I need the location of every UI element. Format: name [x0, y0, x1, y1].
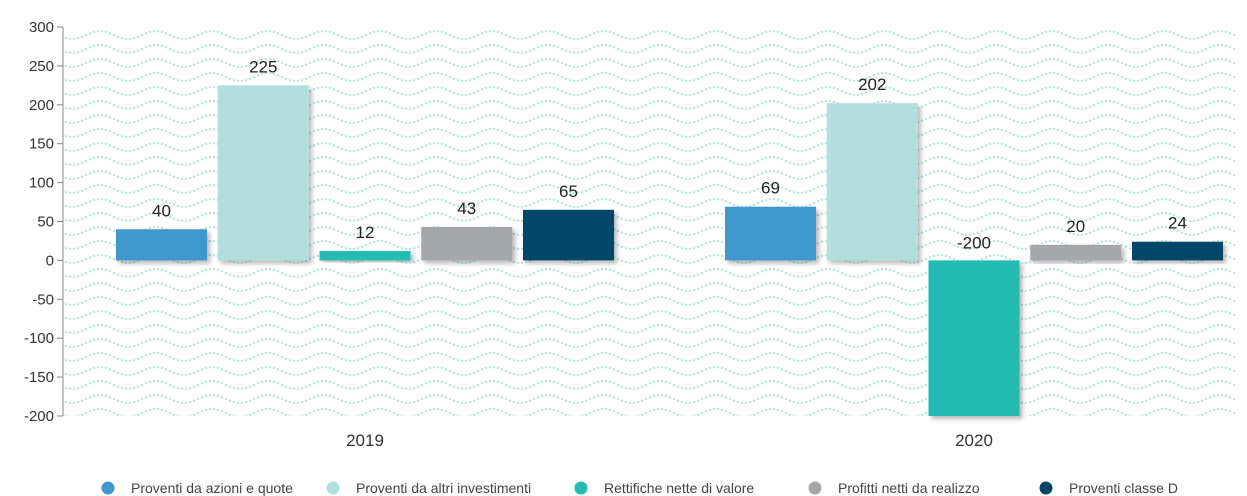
legend-marker — [1039, 481, 1053, 495]
legend-label: Proventi da azioni e quote — [131, 480, 293, 496]
bar — [928, 260, 1020, 416]
bar — [1030, 244, 1122, 261]
legend-label: Proventi da altri investimenti — [356, 480, 531, 496]
y-tick-label: -150 — [24, 369, 54, 386]
y-tick-label: 50 — [37, 214, 54, 231]
bar — [1132, 241, 1223, 261]
y-tick-label: 300 — [29, 19, 54, 36]
data-labels: 40 225 12 43 65 69 202 -200 20 24 — [152, 57, 1187, 252]
legend-marker — [326, 481, 340, 495]
data-label: 20 — [1066, 217, 1085, 236]
data-label: 225 — [249, 57, 277, 76]
x-axis: 2019 2020 — [346, 431, 993, 450]
y-tick-label: -50 — [32, 291, 54, 308]
y-axis: 300 250 200 150 100 50 0 -50 -100 -150 -200 — [24, 19, 63, 425]
y-tick-label: 0 — [46, 252, 54, 269]
bar — [421, 226, 513, 261]
bar — [523, 209, 614, 261]
legend: Proventi da azioni e quote Proventi da al… — [101, 480, 1178, 496]
legend-marker — [101, 481, 115, 495]
legend-label: Rettifiche nette di valore — [604, 480, 754, 496]
legend-label: Proventi classe D — [1069, 480, 1178, 496]
bar — [826, 103, 918, 261]
bars — [116, 85, 1223, 416]
legend-marker — [808, 481, 822, 495]
y-tick-label: -100 — [24, 330, 54, 347]
data-label: 69 — [761, 179, 780, 198]
y-tick-label: 100 — [29, 175, 54, 192]
bar — [319, 251, 411, 261]
legend-marker — [574, 481, 588, 495]
bar — [725, 206, 816, 261]
data-label: 40 — [152, 201, 171, 220]
data-label: 202 — [858, 75, 886, 94]
y-tick-label: 200 — [29, 97, 54, 114]
y-tick-label: 250 — [29, 58, 54, 75]
data-label: 24 — [1168, 214, 1187, 233]
y-tick-label: 150 — [29, 136, 54, 153]
data-label: 65 — [559, 182, 578, 201]
data-label: 12 — [356, 223, 375, 242]
bar — [217, 85, 309, 261]
x-category-label: 2019 — [346, 431, 384, 450]
x-category-label: 2020 — [955, 431, 993, 450]
bar — [116, 229, 207, 261]
legend-label: Profitti netti da realizzo — [838, 480, 980, 496]
data-label: 43 — [457, 199, 476, 218]
data-label: -200 — [957, 233, 991, 252]
y-tick-label: -200 — [24, 408, 54, 425]
